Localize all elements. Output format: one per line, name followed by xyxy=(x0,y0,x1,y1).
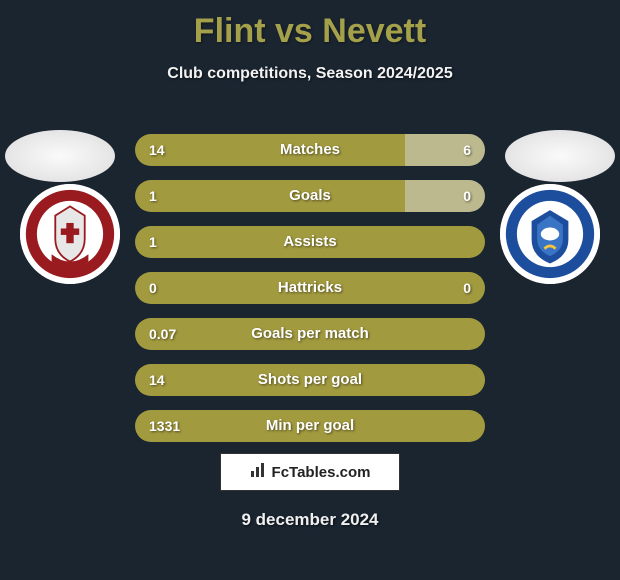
stat-label: Hattricks xyxy=(135,272,485,304)
stat-value-left: 14 xyxy=(149,134,165,166)
stat-row: Hattricks0 0 xyxy=(135,272,485,304)
crawley-crest-icon xyxy=(24,188,116,280)
stat-row: Shots per goal14 xyxy=(135,364,485,396)
club-badge-right xyxy=(500,184,600,284)
peterborough-crest-icon xyxy=(504,188,596,280)
stat-row: Matches14 6 xyxy=(135,134,485,166)
stat-row: Goals1 0 xyxy=(135,180,485,212)
snapshot-date: 9 december 2024 xyxy=(0,510,620,530)
stat-value-left: 14 xyxy=(149,364,165,396)
stat-value-right: 6 xyxy=(463,134,471,166)
stat-row: Goals per match0.07 xyxy=(135,318,485,350)
stat-value-right: 0 xyxy=(463,180,471,212)
brand-text: FcTables.com xyxy=(272,464,371,481)
stat-label: Shots per goal xyxy=(135,364,485,396)
stat-label: Goals xyxy=(135,180,485,212)
stat-row: Assists1 xyxy=(135,226,485,258)
stat-value-left: 0 xyxy=(149,272,157,304)
stat-value-left: 1 xyxy=(149,180,157,212)
stat-bars: Matches146Goals10Assists1Hattricks00Goal… xyxy=(135,134,485,456)
stat-label: Goals per match xyxy=(135,318,485,350)
player-silhouette-right xyxy=(505,130,615,182)
club-badge-left xyxy=(20,184,120,284)
stat-label: Assists xyxy=(135,226,485,258)
brand-watermark: FcTables.com xyxy=(220,453,400,491)
stat-value-left: 1 xyxy=(149,226,157,258)
comparison-title: Flint vs Nevett xyxy=(0,12,620,51)
stat-value-left: 0.07 xyxy=(149,318,176,350)
stat-row: Min per goal1331 xyxy=(135,410,485,442)
comparison-subtitle: Club competitions, Season 2024/2025 xyxy=(0,65,620,83)
stat-label: Min per goal xyxy=(135,410,485,442)
stat-value-right: 0 xyxy=(463,272,471,304)
stat-label: Matches xyxy=(135,134,485,166)
player-silhouette-left xyxy=(5,130,115,182)
stat-value-left: 1331 xyxy=(149,410,180,442)
chart-icon xyxy=(250,462,266,482)
